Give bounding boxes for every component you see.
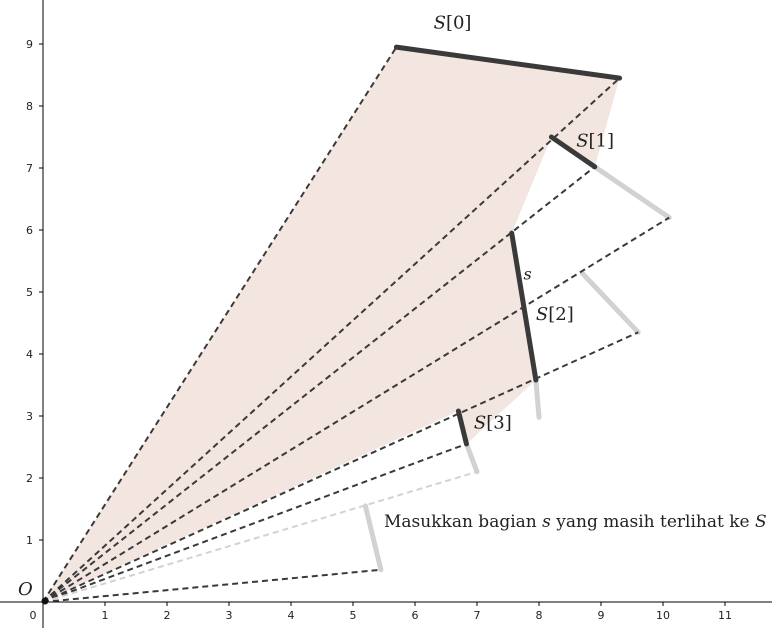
x-tick-label: 8 xyxy=(536,609,543,622)
y-tick-label: 6 xyxy=(26,224,33,237)
hidden-segment xyxy=(463,441,480,475)
rays-layer xyxy=(42,46,670,603)
segment-S0 xyxy=(393,44,623,81)
origin-point xyxy=(41,597,49,605)
segment-S3 xyxy=(455,408,469,447)
y-tick-label: 5 xyxy=(26,286,33,299)
x-tick-label: 11 xyxy=(718,609,732,622)
y-tick-label: 8 xyxy=(26,100,33,113)
ray xyxy=(42,331,639,603)
caption-var-S: S xyxy=(755,512,767,532)
hidden-segment xyxy=(592,164,672,221)
x-tick-label: 10 xyxy=(656,609,670,622)
x-tick-label: 2 xyxy=(164,609,171,622)
hidden-segment xyxy=(362,503,384,573)
hidden-segment xyxy=(579,270,641,335)
caption-var-s: s xyxy=(542,512,551,532)
x-tick-label: 3 xyxy=(226,609,233,622)
caption-mid: yang masih terlihat ke xyxy=(551,512,755,532)
hidden-segments-layer xyxy=(362,164,672,573)
label-S3: S[3] xyxy=(474,412,512,433)
ray xyxy=(42,216,670,603)
label-index: [2] xyxy=(548,304,574,325)
label-index: [0] xyxy=(446,13,472,34)
visible-region xyxy=(43,47,620,603)
label-S0: S[0] xyxy=(434,13,472,34)
origin-label: O xyxy=(18,579,33,600)
label-s: s xyxy=(524,265,532,284)
ray xyxy=(42,165,596,603)
visible-region-layer xyxy=(43,47,620,603)
label-var: S xyxy=(474,412,486,433)
segment-S2 xyxy=(509,230,539,383)
y-tick-label: 3 xyxy=(26,410,33,423)
x-tick-label: 7 xyxy=(474,609,481,622)
ray xyxy=(42,568,381,603)
ray xyxy=(42,470,478,603)
visible-segments-layer xyxy=(393,44,623,447)
hidden-segment xyxy=(533,377,542,420)
x-tick-label: 6 xyxy=(412,609,419,622)
segment-S1 xyxy=(548,134,598,170)
x-tick-label: 9 xyxy=(598,609,605,622)
label-S1: S[1] xyxy=(576,130,614,151)
label-var: S xyxy=(576,130,588,151)
label-var: S xyxy=(434,13,446,34)
y-tick-label: 4 xyxy=(26,348,33,361)
y-tick-label: 7 xyxy=(26,162,33,175)
x-tick-label: 4 xyxy=(288,609,295,622)
caption-pre: Masukkan bagian xyxy=(384,512,542,532)
caption-text: Masukkan bagian s yang masih terlihat ke… xyxy=(384,512,767,532)
y-tick-label: 9 xyxy=(26,38,33,51)
x-tick-label: 5 xyxy=(350,609,357,622)
x-tick-label: 1 xyxy=(102,609,109,622)
label-S2: S[2] xyxy=(536,304,574,325)
x-tick-label: 0 xyxy=(30,609,37,622)
label-index: [1] xyxy=(589,130,615,151)
segment-labels-layer: S[0]S[1]S[2]S[3]s xyxy=(434,13,614,434)
ray xyxy=(42,442,467,603)
y-tick-label: 1 xyxy=(26,534,33,547)
label-index: [3] xyxy=(486,412,512,433)
label-var: s xyxy=(524,265,532,284)
y-tick-label: 2 xyxy=(26,472,33,485)
label-var: S xyxy=(536,304,548,325)
